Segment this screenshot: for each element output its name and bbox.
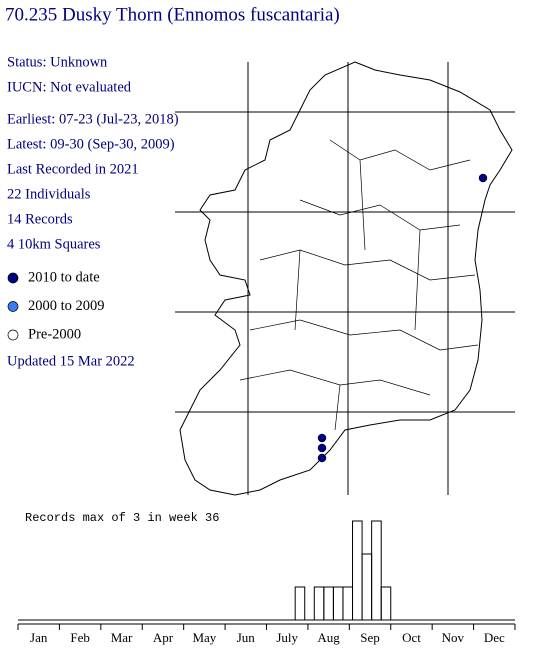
bar bbox=[371, 520, 382, 621]
bar bbox=[323, 586, 334, 621]
legend-swatch bbox=[7, 329, 19, 341]
info-line: Latest: 09-30 (Sep-30, 2009) bbox=[7, 136, 175, 152]
info-line: Status: Unknown bbox=[7, 54, 108, 70]
record-dot bbox=[317, 443, 327, 453]
x-tick-label: July bbox=[276, 630, 298, 645]
info-line: IUCN: Not evaluated bbox=[7, 79, 132, 95]
legend-label: 2010 to date bbox=[28, 269, 100, 285]
legend-swatch bbox=[7, 272, 19, 284]
info-line: Earliest: 07-23 (Jul-23, 2018) bbox=[7, 111, 179, 127]
x-tick-label: May bbox=[192, 630, 216, 645]
record-dot bbox=[317, 433, 327, 443]
bar bbox=[313, 586, 325, 621]
bar bbox=[361, 553, 373, 621]
grid bbox=[175, 62, 515, 495]
info-line: Last Recorded in 2021 bbox=[7, 161, 139, 177]
bar bbox=[380, 586, 392, 621]
legend-label: 2000 to 2009 bbox=[28, 298, 105, 314]
x-tick-label: Feb bbox=[70, 630, 90, 645]
x-tick-label: Mar bbox=[111, 630, 133, 645]
x-tick-label: Sep bbox=[360, 630, 380, 645]
x-tick-label: Aug bbox=[317, 630, 340, 645]
bar bbox=[332, 586, 344, 621]
info-line: 4 10km Squares bbox=[7, 236, 101, 252]
record-dot bbox=[478, 173, 488, 183]
county-borders bbox=[239, 139, 479, 431]
x-tick-label: Jun bbox=[237, 630, 256, 645]
x-tick-label: Apr bbox=[153, 630, 174, 645]
title: 70.235 Dusky Thorn (Ennomos fuscantaria) bbox=[5, 4, 340, 25]
legend-label: Pre-2000 bbox=[28, 326, 81, 342]
bar bbox=[352, 520, 363, 621]
updated: Updated 15 Mar 2022 bbox=[7, 353, 135, 369]
legend-swatch bbox=[7, 301, 19, 312]
x-tick-label: Jan bbox=[30, 630, 48, 645]
island-outline bbox=[179, 61, 513, 496]
record-dot bbox=[317, 453, 327, 463]
map bbox=[175, 61, 515, 496]
bar bbox=[294, 586, 306, 621]
x-tick-label: Oct bbox=[402, 630, 421, 645]
x-tick-label: Nov bbox=[442, 630, 465, 645]
x-tick-label: Dec bbox=[484, 630, 505, 645]
info-line: 14 Records bbox=[7, 211, 73, 227]
info-line: 22 Individuals bbox=[7, 186, 91, 202]
chart-title: Records max of 3 in week 36 bbox=[25, 511, 219, 525]
bar bbox=[342, 586, 354, 621]
